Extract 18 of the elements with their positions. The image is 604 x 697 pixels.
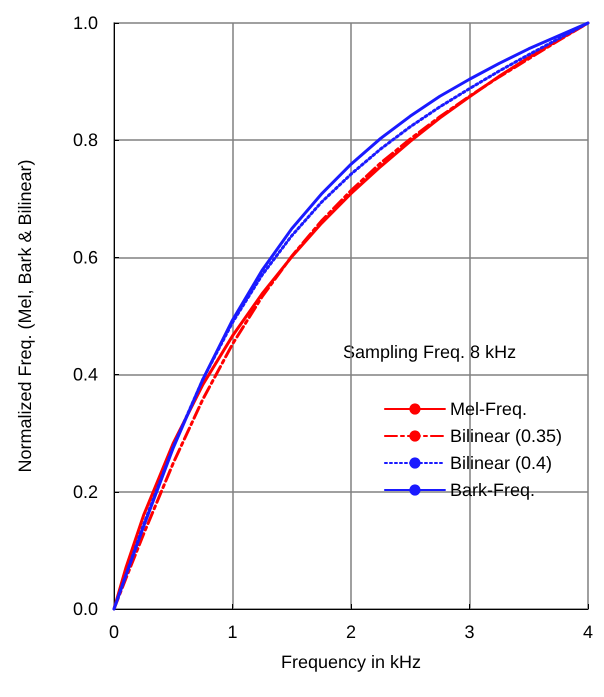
- y-tick-label: 0.0: [72, 599, 98, 619]
- legend-label: Bilinear (0.4): [450, 453, 552, 473]
- y-tick-label: 0.8: [72, 130, 98, 150]
- legend-title: Sampling Freq. 8 kHz: [343, 342, 516, 362]
- legend-label: Bilinear (0.35): [450, 426, 562, 446]
- x-tick-label: 2: [346, 622, 356, 642]
- legend-label: Mel-Freq.: [450, 399, 527, 419]
- x-tick-label: 1: [227, 622, 238, 642]
- x-tick-label: 0: [108, 622, 120, 642]
- x-axis-title: Frequency in kHz: [280, 652, 422, 672]
- y-tick-label: 0.2: [72, 482, 98, 502]
- y-tick-label: 0.6: [72, 247, 98, 268]
- y-tick-label: 0.4: [72, 364, 98, 385]
- legend-label: Bark-Freq.: [450, 480, 535, 500]
- x-tick-label: 3: [464, 622, 475, 642]
- y-axis-title: Normalized Freq. (Mel, Bark & Bilinear): [15, 159, 35, 473]
- y-tick-label: 1.0: [72, 13, 98, 33]
- x-tick-label: 4: [582, 622, 593, 642]
